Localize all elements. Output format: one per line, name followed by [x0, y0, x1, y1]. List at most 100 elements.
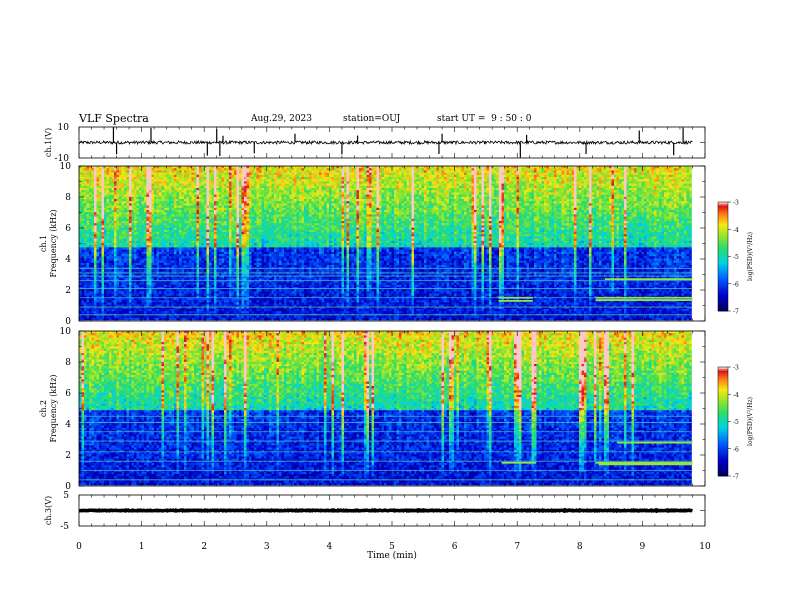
spectrogram-cell: [119, 232, 122, 235]
spectrogram-cell: [244, 181, 247, 184]
spectrogram-cell: [212, 232, 215, 235]
spectrogram-cell: [227, 179, 230, 182]
spectrogram-cell: [117, 254, 120, 257]
spectrogram-cell: [214, 190, 217, 193]
spectrogram-cell: [224, 210, 227, 213]
spectrogram-cell: [217, 197, 220, 200]
spectrogram-cell: [154, 221, 157, 224]
spectrogram-cell: [224, 223, 227, 226]
spectrogram-cell: [244, 318, 247, 321]
spectrogram-cell: [99, 177, 102, 180]
spectrogram-cell: [149, 241, 152, 244]
spectrogram-cell: [97, 309, 100, 312]
spectrogram-cell: [212, 247, 215, 250]
spectrogram-cell: [174, 316, 177, 319]
spectrogram-cell: [162, 181, 165, 184]
spectrogram-cell: [87, 283, 90, 286]
spectrogram-cell: [167, 256, 170, 259]
spectrogram-cell: [209, 230, 212, 233]
spectrogram-cell: [124, 294, 127, 297]
spectrogram-cell: [134, 221, 137, 224]
spectrogram-cell: [209, 239, 212, 242]
spectrogram-cell: [222, 188, 225, 191]
spectrogram-cell: [194, 300, 197, 303]
spectrogram-cell: [204, 241, 207, 244]
spectrogram-cell: [169, 184, 172, 187]
spectrogram-cell: [244, 263, 247, 266]
spectrogram-cell: [142, 201, 145, 204]
spectrogram-cell: [157, 186, 160, 189]
spectrogram-cell: [84, 170, 87, 173]
spectrogram-cell: [112, 184, 115, 187]
spectrogram-cell: [97, 311, 100, 314]
spectrogram-cell: [132, 289, 135, 292]
spectrogram-cell: [232, 228, 235, 231]
spectrogram-cell: [197, 302, 200, 305]
spectrogram-cell: [139, 300, 142, 303]
spectrogram-cell: [107, 184, 110, 187]
spectrogram-cell: [112, 177, 115, 180]
spectrogram-cell: [109, 302, 112, 305]
spectrogram-cell: [174, 192, 177, 195]
spectrogram-cell: [177, 300, 180, 303]
spectrogram-cell: [249, 302, 252, 305]
spectrogram-cell: [232, 254, 235, 257]
spectrogram-cell: [224, 179, 227, 182]
spectrogram-cell: [244, 234, 247, 237]
spectrogram-cell: [99, 289, 102, 292]
spectrogram-cell: [154, 236, 157, 239]
spectrogram-cell: [234, 256, 237, 259]
spectrogram-cell: [99, 197, 102, 200]
spectrogram-cell: [194, 254, 197, 257]
spectrogram-cell: [239, 250, 242, 253]
spectrogram-cell: [112, 179, 115, 182]
spectrogram-cell: [92, 214, 95, 217]
spectrogram-cell: [112, 245, 115, 248]
spectrogram-cell: [212, 254, 215, 257]
spectrogram-cell: [222, 228, 225, 231]
spectrogram-cell: [159, 283, 162, 286]
spectrogram-cell: [172, 263, 175, 266]
spectrogram-cell: [99, 311, 102, 314]
spectrogram-cell: [182, 294, 185, 297]
spectrogram-cell: [227, 254, 230, 257]
spectrogram-cell: [139, 254, 142, 257]
spectrogram-cell: [179, 258, 182, 261]
spectrogram-cell: [244, 309, 247, 312]
spectrogram-cell: [82, 170, 85, 173]
spectrogram-cell: [182, 173, 185, 176]
spectrogram-cell: [244, 311, 247, 314]
spectrogram-cell: [232, 168, 235, 171]
spectrogram-cell: [227, 285, 230, 288]
spectrogram-cell: [244, 214, 247, 217]
spectrogram-cell: [217, 300, 220, 303]
spectrogram-cell: [192, 239, 195, 242]
spectrogram-cell: [164, 300, 167, 303]
spectrogram-cell: [214, 199, 217, 202]
spectrogram-cell: [142, 289, 145, 292]
spectrogram-cell: [242, 208, 245, 211]
spectrogram-cell: [227, 223, 230, 226]
spectrogram-cell: [202, 219, 205, 222]
spectrogram-cell: [157, 298, 160, 301]
spectrogram-cell: [92, 247, 95, 250]
spectrogram-cell: [247, 289, 250, 292]
spectrogram-cell: [157, 243, 160, 246]
spectrogram-cell: [232, 239, 235, 242]
spectrogram-cell: [214, 243, 217, 246]
spectrogram-cell: [204, 173, 207, 176]
spectrogram-cell: [202, 298, 205, 301]
spectrogram-cell: [227, 265, 230, 268]
spectrogram-cell: [204, 177, 207, 180]
spectrogram-cell: [179, 181, 182, 184]
spectrogram-cell: [114, 236, 117, 239]
spectrogram-cell: [149, 294, 152, 297]
spectrogram-cell: [204, 234, 207, 237]
spectrogram-cell: [137, 203, 140, 206]
spectrogram-cell: [239, 311, 242, 314]
spectrogram-cell: [147, 223, 150, 226]
spectrogram-cell: [137, 245, 140, 248]
spectrogram-cell: [92, 258, 95, 261]
spectrogram-cell: [169, 291, 172, 294]
spectrogram-cell: [249, 201, 252, 204]
